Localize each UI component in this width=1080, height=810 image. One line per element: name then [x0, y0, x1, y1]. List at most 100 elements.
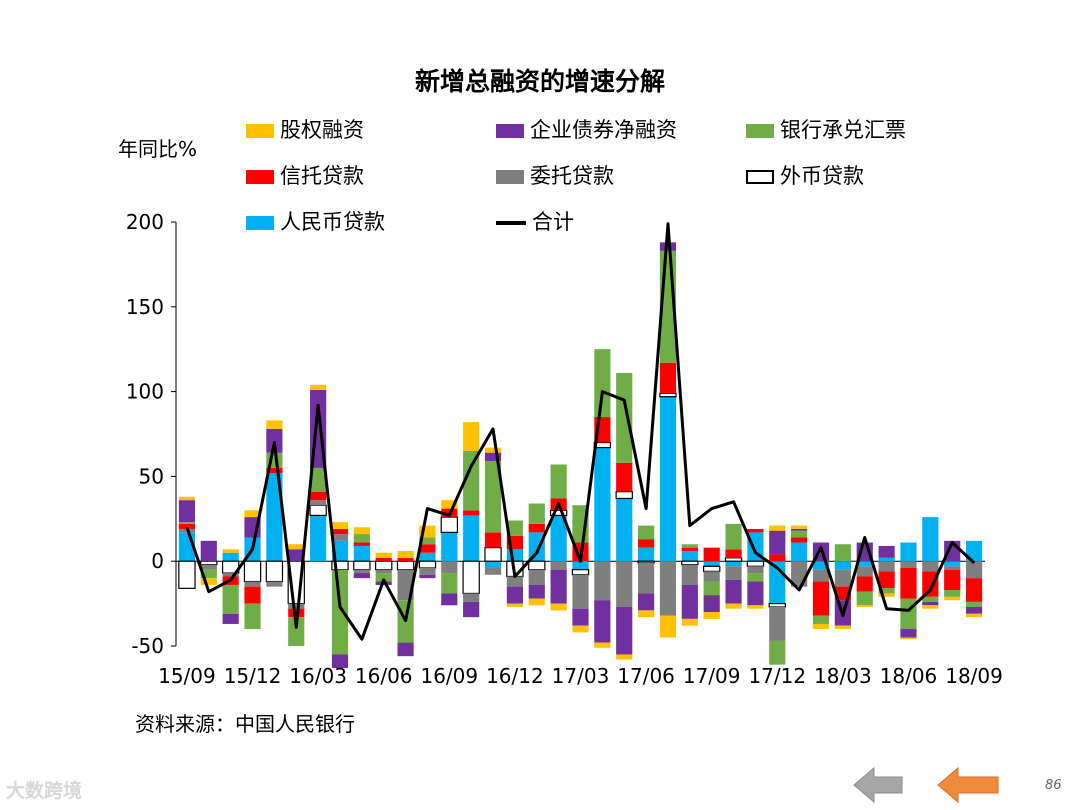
bar-segment	[703, 547, 720, 562]
bar-segment	[310, 500, 327, 506]
bar-segment	[528, 532, 545, 562]
legend-item-acceptance: 银行承兑汇票	[746, 115, 906, 145]
bar-segment	[878, 588, 895, 594]
bar-segment	[528, 523, 545, 533]
x-tick-label: 15/12	[224, 664, 282, 688]
bar-segment	[878, 545, 895, 558]
bar-segment	[659, 561, 677, 616]
x-tick-label: 18/09	[945, 664, 1003, 688]
bar-segment	[812, 623, 830, 630]
bar-segment	[200, 578, 217, 585]
bar-segment	[900, 629, 917, 638]
bar-segment	[681, 544, 698, 548]
prev-slide-button[interactable]	[852, 765, 904, 805]
bar-segment	[594, 600, 611, 643]
y-axis-label: 年同比%	[118, 137, 198, 161]
bar-segment	[637, 560, 655, 564]
bar-segment	[441, 561, 458, 574]
bar-segment	[331, 534, 349, 541]
bar-segment	[594, 561, 611, 601]
bar-segment	[878, 557, 895, 562]
bar-segment	[615, 491, 633, 500]
bar-segment	[200, 569, 217, 579]
bar-segment	[944, 590, 961, 597]
bar-segment	[594, 447, 611, 562]
legend-item-total: 合计	[496, 207, 574, 237]
total-line	[185, 222, 976, 641]
bar-segment	[222, 573, 239, 577]
bar-segment	[463, 515, 480, 562]
bar-segment	[441, 573, 458, 594]
bar-segment	[375, 569, 392, 574]
bar-segment	[769, 554, 786, 562]
bar-segment	[419, 574, 436, 579]
bar-segment	[572, 625, 589, 633]
bar-segment	[965, 613, 983, 618]
bar-segment	[900, 542, 917, 562]
bar-segment	[266, 420, 283, 429]
next-slide-button[interactable]	[936, 765, 1000, 805]
bar-segment	[616, 606, 633, 655]
legend-swatch-equity	[246, 124, 274, 138]
bar-segment	[703, 595, 720, 613]
bar-segment	[331, 654, 349, 669]
x-tick-label: 17/06	[617, 664, 675, 688]
bar-segment	[725, 549, 742, 558]
bar-segment	[659, 242, 677, 251]
bar-segment	[769, 606, 786, 641]
bar-segment	[659, 396, 677, 562]
bar-segment	[922, 605, 939, 609]
bar-segment	[200, 540, 217, 562]
bar-segment	[418, 560, 437, 569]
bar-segment	[856, 591, 873, 606]
x-tick-label: 16/06	[355, 664, 413, 688]
bar-segment	[353, 542, 370, 546]
bar-segment	[550, 464, 567, 499]
bar-segment	[484, 447, 502, 453]
legend-swatch-trust	[246, 170, 274, 184]
bar-segment	[834, 544, 851, 562]
x-tick-label: 18/03	[814, 664, 872, 688]
bar-segment	[594, 349, 611, 418]
bar-segment	[878, 593, 895, 597]
bar-segment	[747, 528, 764, 533]
bar-segment	[178, 496, 196, 501]
bar-segment	[244, 510, 261, 518]
bar-segment	[747, 581, 764, 606]
bar-segment	[681, 618, 698, 626]
bar-segment	[266, 428, 283, 453]
bar-segment	[419, 567, 436, 575]
bar-segment	[571, 569, 590, 576]
bar-segment	[965, 561, 983, 579]
bar-segment	[375, 573, 392, 582]
bar-segment	[309, 504, 327, 517]
bar-segment	[550, 515, 567, 562]
bar-segment	[616, 561, 633, 607]
bar-segment	[244, 581, 261, 587]
y-tick-label: 0	[151, 549, 164, 573]
bar-segment	[244, 586, 261, 604]
bar-segment	[965, 606, 983, 614]
bar-segment	[791, 542, 808, 562]
bar-segment	[703, 612, 720, 619]
legend-swatch-bonds	[496, 124, 524, 138]
page-number: 86	[1045, 778, 1062, 793]
arrow-left-icon	[937, 766, 999, 804]
bar-segment	[396, 560, 415, 571]
bar-segment	[484, 461, 502, 533]
bar-segment	[528, 569, 545, 585]
bar-segment	[528, 598, 545, 606]
bar-segment	[965, 601, 983, 607]
bar-segment	[528, 560, 546, 571]
bar-segment	[834, 569, 851, 587]
bar-segment	[747, 573, 764, 582]
bar-segment	[353, 560, 371, 571]
bar-segment	[725, 523, 742, 550]
bar-segment	[638, 539, 655, 548]
bar-segment	[397, 551, 414, 558]
bar-segment	[725, 579, 742, 604]
bar-segment	[725, 603, 742, 609]
bar-segment	[310, 467, 327, 492]
bar-segment	[288, 544, 305, 550]
bar-segment	[922, 596, 939, 602]
